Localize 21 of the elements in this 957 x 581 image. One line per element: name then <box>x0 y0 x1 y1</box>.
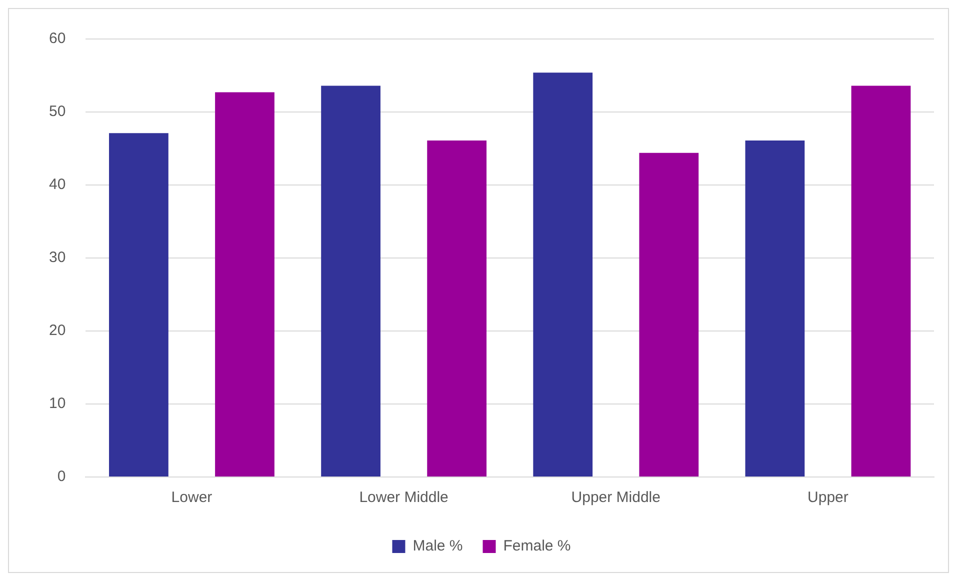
y-tick-label: 50 <box>48 103 66 120</box>
x-tick-label: Lower Middle <box>359 489 448 506</box>
bar <box>639 152 699 476</box>
bar <box>215 92 274 476</box>
bar <box>109 133 168 476</box>
legend-label: Male % <box>412 538 463 555</box>
bar <box>851 86 911 476</box>
bar <box>321 86 380 476</box>
y-tick-label: 40 <box>48 176 66 194</box>
x-tick-label: Upper Middle <box>571 489 660 506</box>
bar <box>533 72 593 476</box>
bar <box>745 140 805 476</box>
x-tick-label: Upper <box>808 489 848 506</box>
bar <box>427 140 487 476</box>
y-tick-label: 30 <box>48 249 66 266</box>
y-tick-label: 60 <box>48 30 66 48</box>
y-tick-label: 20 <box>48 322 66 340</box>
y-tick-label: 10 <box>48 395 66 412</box>
y-tick-label: 0 <box>57 468 66 486</box>
legend-label: Female % <box>503 538 571 555</box>
x-tick-label: Lower <box>171 489 212 506</box>
